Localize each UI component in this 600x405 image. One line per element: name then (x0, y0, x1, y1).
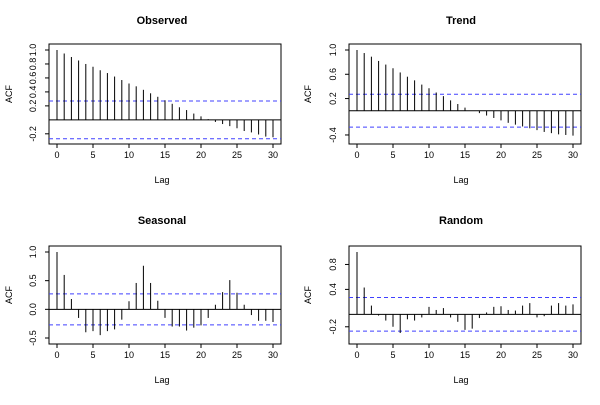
x-tick-label: 20 (496, 150, 506, 160)
x-tick-label: 0 (54, 350, 59, 360)
y-tick-label: -0.4 (328, 127, 338, 143)
plot-frame (48, 43, 282, 145)
x-axis-label: Lag (154, 175, 169, 185)
x-tick-label: 0 (354, 150, 359, 160)
y-axis-label: ACF (4, 84, 14, 103)
x-tick-label: 5 (90, 350, 95, 360)
y-tick-label: 0.8 (28, 58, 38, 71)
x-tick-label: 30 (268, 350, 278, 360)
y-axis-label: ACF (4, 285, 14, 304)
acf-panel-observed: 0 5 10 15 20 25 30 -0.2 0.20.40.60.81.0 Observed L… (4, 15, 282, 185)
x-axis-label: Lag (453, 175, 468, 185)
y-tick-label: -0.2 (28, 126, 38, 142)
panel-title: Observed (137, 15, 188, 27)
y-tick-label: 0.2 (328, 92, 338, 105)
panel-title: Seasonal (138, 215, 186, 227)
x-tick-label: 15 (160, 150, 170, 160)
x-tick-label: 0 (354, 350, 359, 360)
x-tick-label: 5 (390, 150, 395, 160)
x-tick-label: 10 (124, 350, 134, 360)
y-tick-label: -0.5 (28, 330, 38, 346)
x-tick-label: 10 (124, 150, 134, 160)
y-tick-label: 1.0 (28, 246, 38, 259)
x-tick-label: 30 (268, 150, 278, 160)
y-tick-label: 0.2 (28, 100, 38, 113)
y-axis-label: ACF (303, 84, 313, 103)
y-tick-label: 1.0 (28, 44, 38, 57)
x-tick-label: 15 (160, 350, 170, 360)
y-tick-label: 0.6 (328, 68, 338, 81)
y-tick-label: -0.2 (328, 319, 338, 335)
x-tick-label: 25 (532, 350, 542, 360)
x-tick-label: 5 (90, 150, 95, 160)
panel-title: Random (439, 215, 483, 227)
x-tick-label: 20 (196, 350, 206, 360)
acf-panel-trend: 0 5 10 15 20 25 30 -0.4 0.2 0.6 1.0 Trend Lag ACF (303, 15, 582, 185)
y-tick-label: 0.4 (328, 283, 338, 296)
y-tick-label: 0.8 (328, 258, 338, 271)
x-tick-label: 15 (460, 150, 470, 160)
x-tick-label: 25 (532, 150, 542, 160)
panel-title: Trend (446, 15, 476, 27)
x-tick-label: 20 (496, 350, 506, 360)
acf-panel-random: 0 5 10 15 20 25 30 -0.2 0.4 0.8 Random Lag ACF (303, 215, 582, 385)
x-axis-label: Lag (453, 375, 468, 385)
x-axis-label: Lag (154, 375, 169, 385)
y-tick-label: 0.5 (28, 274, 38, 287)
x-tick-label: 5 (390, 350, 395, 360)
x-tick-label: 0 (54, 150, 59, 160)
y-tick-label: 1.0 (328, 44, 338, 57)
x-tick-label: 15 (460, 350, 470, 360)
plot-frame (48, 245, 282, 345)
y-tick-label: 0.0 (28, 303, 38, 316)
x-tick-label: 20 (196, 150, 206, 160)
x-tick-label: 10 (424, 150, 434, 160)
x-tick-label: 30 (568, 350, 578, 360)
x-tick-label: 25 (232, 150, 242, 160)
y-tick-label: 0.6 (28, 72, 38, 85)
y-axis-label: ACF (303, 285, 313, 304)
x-tick-label: 25 (232, 350, 242, 360)
y-tick-label: 0.4 (28, 86, 38, 99)
acf-panel-seasonal: 0 5 10 15 20 25 30 -0.5 0.0 0.5 1.0 Seasonal Lag ACF (4, 215, 282, 385)
x-tick-label: 30 (568, 150, 578, 160)
x-tick-label: 10 (424, 350, 434, 360)
